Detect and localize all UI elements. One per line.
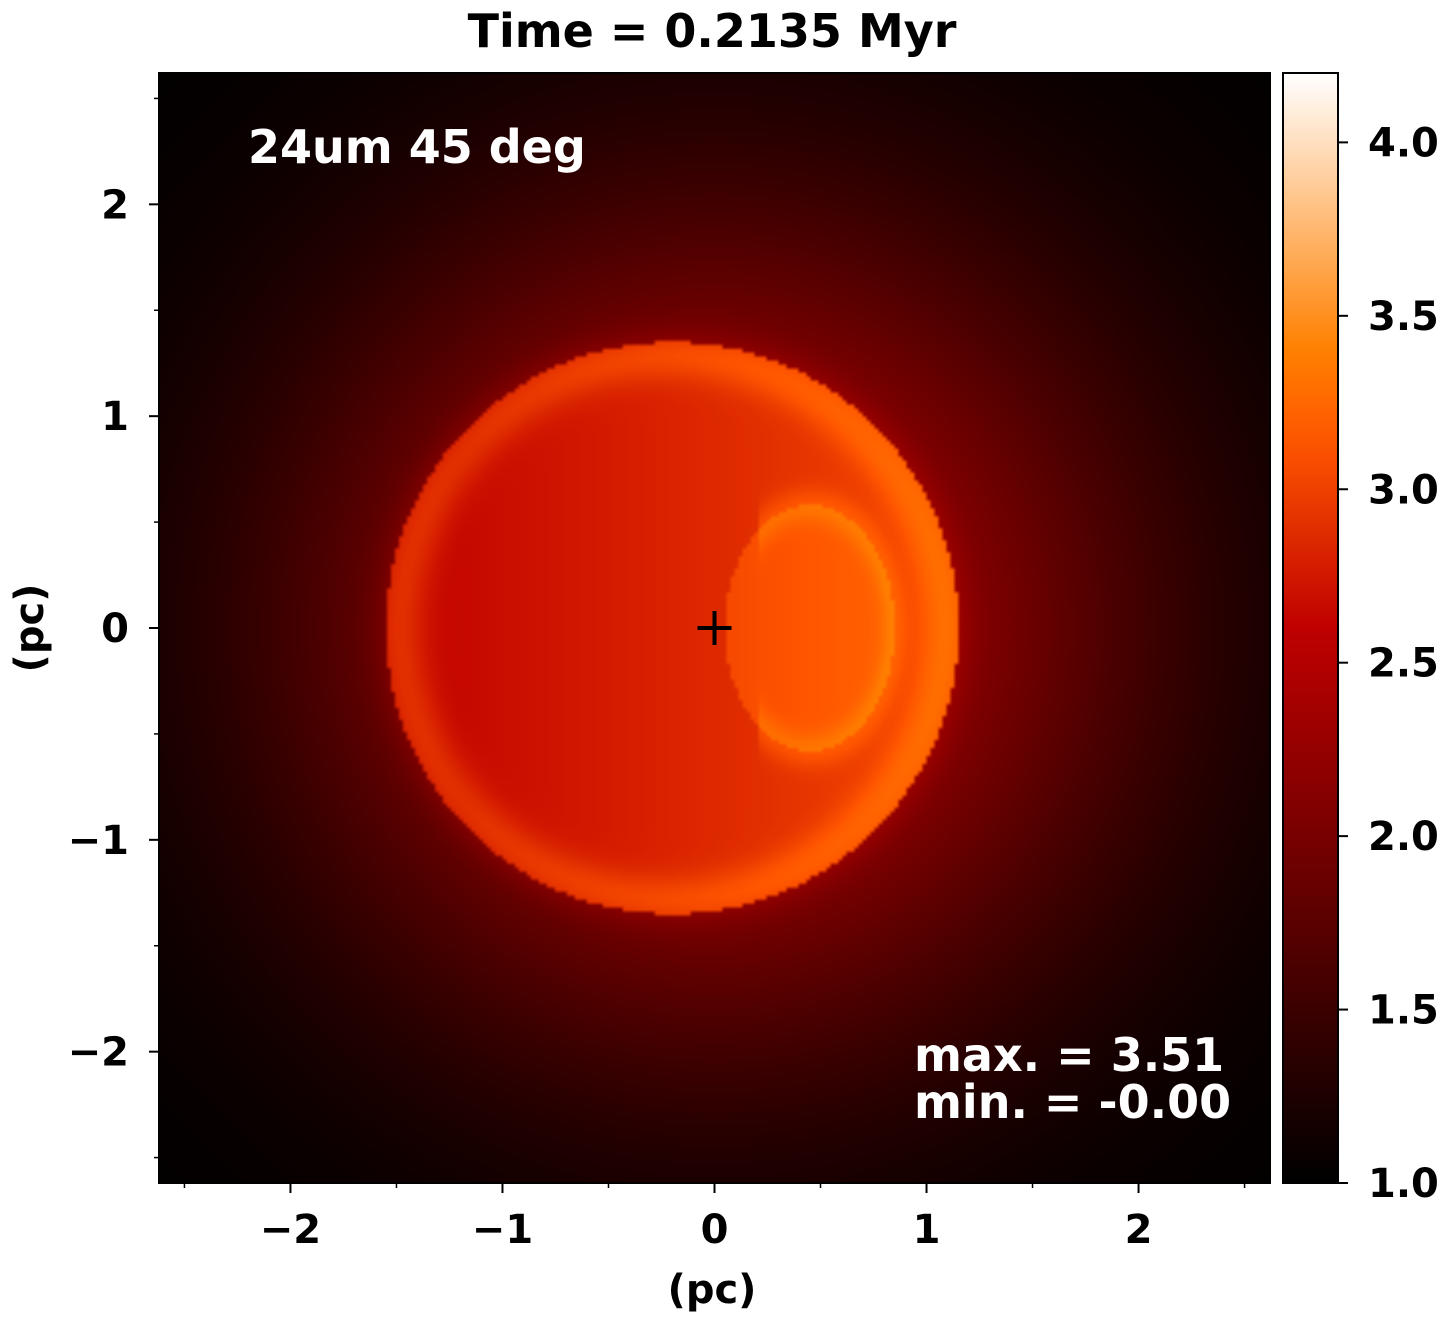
colorbar-tick-label: 2.5 [1368, 641, 1439, 687]
x-tick-label: 2 [1125, 1207, 1153, 1253]
colorbar-tick-label: 4.0 [1368, 120, 1439, 166]
colorbar-tick-label: 3.0 [1368, 467, 1439, 513]
colorbar: 1.0 1.5 2.0 2.5 3.0 3.5 4.0 [1282, 72, 1439, 1207]
y-axis-label: (pc) [7, 584, 53, 673]
x-axis-label: (pc) [668, 1267, 757, 1313]
plot-area [158, 72, 1271, 1184]
y-axis: −2 −1 0 1 2 [68, 97, 159, 1159]
annotation-label: 24um 45 deg [248, 120, 586, 174]
y-tick-label: −1 [68, 818, 129, 864]
colorbar-tick-label: 1.0 [1368, 1161, 1439, 1207]
y-tick-label: 0 [101, 606, 129, 652]
colorbar-tick-label: 1.5 [1368, 988, 1439, 1034]
stat-min: min. = -0.00 [914, 1075, 1231, 1129]
y-tick-label: 1 [101, 394, 129, 440]
x-axis: −2 −1 0 1 2 [183, 1183, 1246, 1253]
colorbar-gradient [1283, 73, 1338, 1183]
colorbar-tick-label: 2.0 [1368, 814, 1439, 860]
colorbar-tick-label: 3.5 [1368, 294, 1439, 340]
stat-max: max. = 3.51 [914, 1028, 1224, 1082]
colorbar-frame [1282, 72, 1339, 1184]
x-tick-label: −2 [260, 1207, 321, 1253]
x-tick-label: 0 [701, 1207, 729, 1253]
x-tick-label: −1 [472, 1207, 533, 1253]
x-tick-label: 1 [913, 1207, 941, 1253]
y-tick-label: −2 [68, 1030, 129, 1076]
chart-title: Time = 0.2135 Myr [468, 4, 957, 58]
center-marker [697, 611, 732, 645]
y-tick-label: 2 [101, 182, 129, 228]
